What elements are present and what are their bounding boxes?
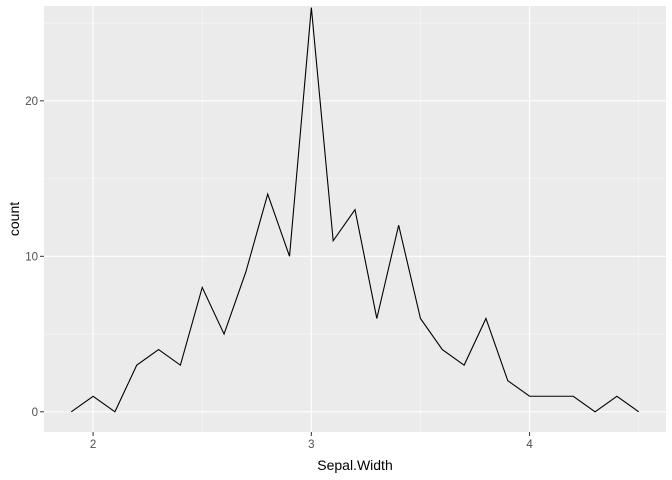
x-tick-label: 4 <box>526 439 533 451</box>
y-tick-label: 20 <box>25 96 38 108</box>
x-axis-title: Sepal.Width <box>317 457 392 473</box>
x-tick-label: 2 <box>90 439 96 451</box>
plot-panel <box>44 6 666 432</box>
series-layer <box>70 7 640 413</box>
minor-gridlines <box>44 6 666 432</box>
y-tick-label: 0 <box>32 407 38 419</box>
x-tick-label: 3 <box>308 439 314 451</box>
y-tick-label: 10 <box>25 251 38 263</box>
y-axis: 0 10 20 <box>25 96 44 419</box>
y-axis-title: count <box>6 202 22 236</box>
major-gridlines <box>44 6 666 432</box>
series-line <box>70 7 640 413</box>
x-axis: 2 3 4 <box>90 432 533 451</box>
